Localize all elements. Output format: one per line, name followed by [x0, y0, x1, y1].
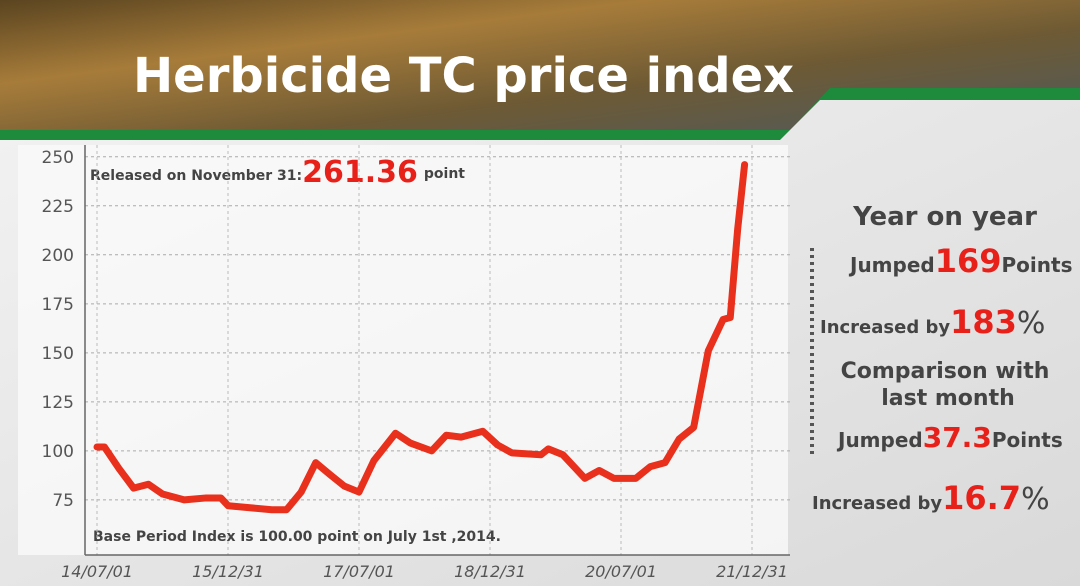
value: 37.3 [923, 421, 992, 454]
chart-panel [18, 145, 788, 555]
y-tick-label: 75 [52, 491, 74, 511]
release-unit: point [424, 166, 465, 182]
value: 169 [935, 242, 1002, 280]
label: Jumped [836, 428, 923, 452]
mom-increased: Increased by16.7% [812, 479, 1050, 517]
unit: % [1017, 306, 1046, 341]
x-tick-label: 18/12/31 [454, 562, 526, 581]
release-value: 261.36 [302, 155, 418, 190]
label: Jumped [848, 253, 935, 277]
value: 183 [950, 303, 1017, 341]
base-note: Base Period Index is 100.00 point on Jul… [93, 529, 501, 545]
y-tick-label: 100 [42, 442, 74, 462]
y-tick-label: 225 [42, 197, 74, 217]
x-tick-label: 20/07/01 [585, 562, 657, 581]
label: Increased by [820, 317, 950, 338]
release-note: Released on November 31:261.36 point [90, 155, 465, 190]
mom-jumped: Jumped37.3Points [836, 421, 1063, 454]
yoy-jumped: Jumped169Points [848, 242, 1072, 280]
y-tick-label: 150 [42, 344, 74, 364]
x-tick-label: 15/12/31 [192, 562, 264, 581]
unit: Points [992, 428, 1063, 452]
x-tick-label: 17/07/01 [323, 562, 395, 581]
x-tick-label: 21/12/31 [716, 562, 788, 581]
release-label: Released on November 31: [90, 168, 302, 184]
unit: Points [1002, 253, 1073, 277]
plot: 75 100 125 150 175 200 225 250 14/07/01 15/12/31 1… [42, 145, 790, 581]
yoy-title: Year on year [852, 202, 1037, 232]
y-tick-label: 175 [42, 295, 74, 315]
mom-title-1: Comparison with [841, 359, 1050, 384]
title: Herbicide TC price index [133, 48, 794, 104]
y-tick-label: 125 [42, 393, 74, 413]
yoy-increased: Increased by183% [820, 303, 1045, 341]
value: 16.7 [942, 479, 1021, 517]
label: Increased by [812, 493, 942, 514]
x-tick-label: 14/07/01 [61, 562, 133, 581]
y-tick-label: 200 [42, 246, 74, 266]
mom-title-2: last month [881, 386, 1015, 411]
unit: % [1021, 482, 1050, 517]
price-line [93, 161, 749, 514]
y-tick-label: 250 [42, 148, 74, 168]
